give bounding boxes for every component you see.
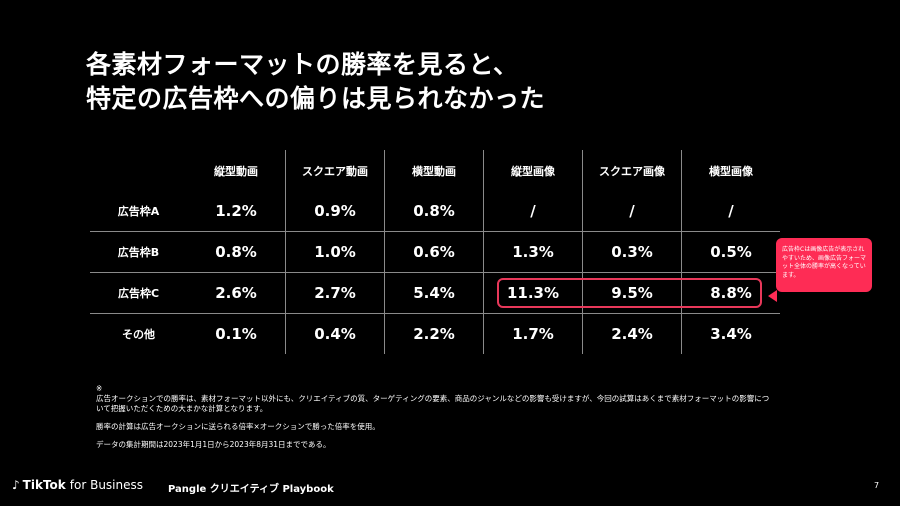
row-label: その他 xyxy=(122,328,155,341)
footnotes: ※ 広告オークションでの勝率は、素材フォーマット以外にも、クリエイティブの質、タ… xyxy=(96,384,776,450)
win-rate-table: 縦型動画 スクエア動画 横型動画 縦型画像 スクエア画像 横型画像 広告枠A 1… xyxy=(90,150,780,354)
title-line-2: 特定の広告枠への偏りは見られなかった xyxy=(86,84,546,113)
column-header: 縦型動画 xyxy=(214,164,258,178)
table-cell: 1.0% xyxy=(285,231,385,273)
table-cell: 2.4% xyxy=(582,313,682,354)
page-number: 7 xyxy=(874,481,880,490)
table-cell: 1.3% xyxy=(483,231,583,273)
table-cell: 0.9% xyxy=(285,191,385,232)
table-corner-cell xyxy=(90,150,187,191)
table-cell: 0.8% xyxy=(384,191,484,232)
table-cell: 0.4% xyxy=(285,313,385,354)
title-line-1: 各素材フォーマットの勝率を見ると、 xyxy=(86,50,519,79)
table-cell: 0.6% xyxy=(384,231,484,273)
row-label: 広告枠B xyxy=(90,231,187,273)
table-cell: 5.4% xyxy=(384,272,484,314)
table-cell: 0.5% xyxy=(681,231,780,273)
callout-pointer xyxy=(768,290,777,302)
column-header: スクエア画像 xyxy=(582,150,682,191)
column-header: スクエア動画 xyxy=(285,150,385,191)
column-header: 横型動画 xyxy=(384,150,484,191)
table-cell: / xyxy=(582,191,682,232)
table-cell: / xyxy=(681,191,780,232)
table-row: 広告枠A 1.2% 0.9% 0.8% / / / xyxy=(90,191,780,232)
brand-name: TikTok xyxy=(22,478,66,492)
table-cell: 2.2% xyxy=(384,313,484,354)
table-row: その他 0.1% 0.4% 2.2% 1.7% 2.4% 3.4% xyxy=(90,313,780,354)
footnote-mark: ※ xyxy=(96,384,103,393)
footnote-line: データの集計期間は2023年1月1日から2023年8月31日までである。 xyxy=(96,440,331,449)
table-header-row: 縦型動画 スクエア動画 横型動画 縦型画像 スクエア画像 横型画像 xyxy=(90,150,780,191)
table-cell: 0.8% xyxy=(187,231,286,273)
table-cell: 3.4% xyxy=(681,313,780,354)
playbook-title: Pangle クリエイティブ Playbook xyxy=(168,484,334,495)
table-cell: / xyxy=(483,191,583,232)
column-header: 横型画像 xyxy=(681,150,780,191)
tiktok-note-icon: ♪ xyxy=(12,478,20,492)
column-header: 縦型画像 xyxy=(483,150,583,191)
footnote-line: 勝率の計算は広告オークションに送られる倍率×オークションで勝った倍率を使用。 xyxy=(96,422,380,431)
page-title: 各素材フォーマットの勝率を見ると、 特定の広告枠への偏りは見られなかった xyxy=(86,48,545,116)
highlight-box xyxy=(497,278,762,308)
table-cell: 0.1% xyxy=(215,325,257,343)
table-cell: 2.7% xyxy=(285,272,385,314)
brand-logo: ♪ TikTok for Business xyxy=(12,478,143,492)
table-cell: 1.7% xyxy=(483,313,583,354)
footnote-line: 広告オークションでの勝率は、素材フォーマット以外にも、クリエイティブの質、ターゲ… xyxy=(96,394,770,413)
row-label: 広告枠C xyxy=(90,272,187,314)
callout-text: 広告枠Cは画像広告が表示されやすいため、画像広告フォーマット全体の勝率が高くなっ… xyxy=(782,246,867,279)
table-row: 広告枠B 0.8% 1.0% 0.6% 1.3% 0.3% 0.5% xyxy=(90,231,780,273)
table-cell: 2.6% xyxy=(187,272,286,314)
callout-note: 広告枠Cは画像広告が表示されやすいため、画像広告フォーマット全体の勝率が高くなっ… xyxy=(776,238,872,292)
brand-suffix: for Business xyxy=(69,478,144,492)
row-label: 広告枠A xyxy=(90,191,187,232)
table-cell: 1.2% xyxy=(187,191,286,232)
table-cell: 0.3% xyxy=(582,231,682,273)
